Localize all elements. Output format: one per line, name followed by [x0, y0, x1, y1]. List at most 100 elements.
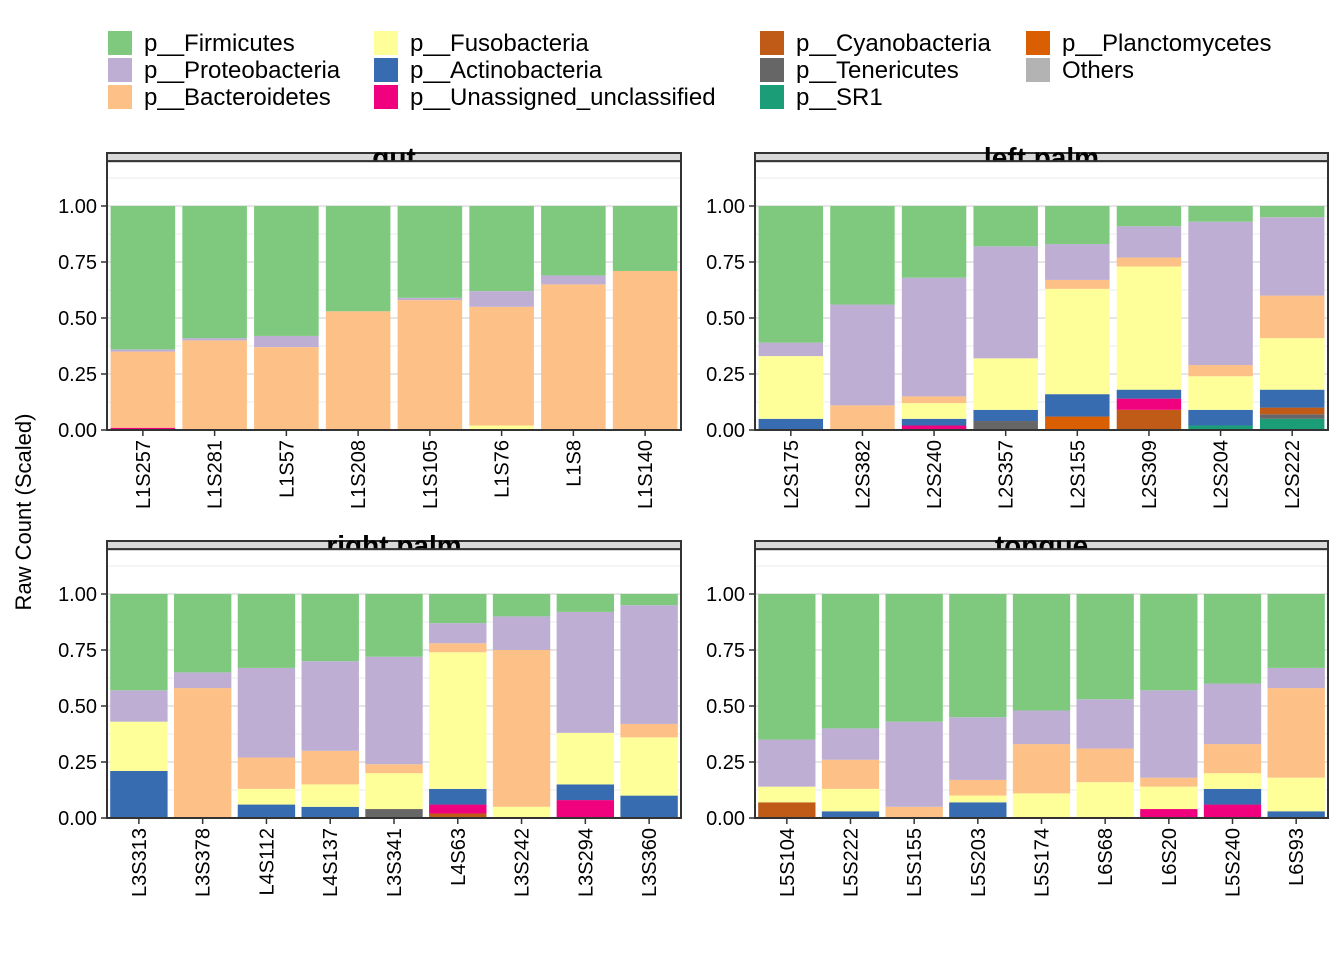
bar-segment-p-proteobacteria: [556, 611, 615, 733]
x-tick-label: L5S174: [1032, 828, 1054, 897]
bar-segment-p-firmicutes: [620, 594, 678, 606]
panel-border-right-palm: [106, 548, 682, 819]
bar-segment-p-fusobacteria: [1116, 266, 1182, 390]
bar-segment-p-fusobacteria: [758, 786, 816, 803]
bar-segment-p-fusobacteria: [492, 806, 551, 818]
x-tick-label: L3S341: [384, 828, 406, 897]
bar-segment-p-cyanobacteria: [758, 802, 816, 818]
legend-item-p-cyanobacteria: p__Cyanobacteria: [760, 30, 991, 57]
y-axis-label: Raw Count (Scaled): [11, 414, 36, 611]
bar-segment-p-bacteroidetes: [182, 340, 247, 430]
bar-segment-p-firmicutes: [821, 594, 880, 729]
legend-item-p-planctomycetes: p__Planctomycetes: [1026, 30, 1271, 57]
bar-segment-p-firmicutes: [612, 206, 678, 271]
legend-label-p-bacteroidetes: p__Bacteroidetes: [144, 84, 331, 111]
y-tick-label: 0.00: [58, 420, 97, 442]
bar-segment-p-fusobacteria: [758, 356, 824, 419]
bar-segment-p-bacteroidetes: [429, 643, 487, 653]
bar-l6s20: [1140, 594, 1198, 818]
x-tick-label: L6S68: [1095, 828, 1117, 886]
legend-swatch-p-actinobacteria: [374, 58, 398, 82]
bar-l3s360: [620, 594, 678, 818]
bar-segment-p-cyanobacteria: [1259, 407, 1325, 415]
bar-segment-p-unassigned-unclassified: [1140, 809, 1198, 818]
bar-l5s203: [949, 594, 1007, 818]
bar-segment-p-bacteroidetes: [1203, 744, 1262, 774]
bar-segment-p-tenericutes: [365, 809, 423, 818]
bar-segment-p-proteobacteria: [254, 335, 319, 348]
bar-segment-p-bacteroidetes: [620, 723, 678, 738]
y-tick-label: 1.00: [58, 584, 97, 606]
bar-segment-p-firmicutes: [885, 594, 943, 722]
bar-l1s105: [397, 206, 463, 430]
bar-segment-p-actinobacteria: [949, 802, 1007, 818]
bar-segment-p-bacteroidetes: [173, 688, 232, 818]
bar-segment-p-proteobacteria: [758, 342, 824, 357]
bar-segment-p-fusobacteria: [901, 403, 967, 419]
bar-segment-p-proteobacteria: [1140, 690, 1198, 778]
bar-segment-p-bacteroidetes: [1140, 777, 1198, 787]
bar-segment-p-cyanobacteria: [429, 813, 487, 818]
bar-segment-p-proteobacteria: [758, 739, 816, 787]
bar-segment-p-fusobacteria: [1203, 773, 1262, 789]
bar-l4s63: [429, 594, 487, 818]
x-tick-label: L4S137: [320, 828, 342, 897]
bar-segment-p-firmicutes: [1259, 206, 1325, 218]
bar-l1s208: [325, 206, 391, 430]
bar-segment-p-bacteroidetes: [301, 750, 359, 785]
bar-segment-p-firmicutes: [110, 206, 176, 350]
legend-item-p-firmicutes: p__Firmicutes: [108, 30, 295, 57]
bar-segment-p-actinobacteria: [758, 418, 824, 430]
legend-swatch-p-fusobacteria: [374, 31, 398, 55]
x-tick-label: L1S57: [276, 440, 298, 498]
bar-l5s222: [821, 594, 880, 818]
bars-right-palm: [110, 594, 678, 818]
bar-l1s8: [541, 206, 606, 430]
bar-segment-p-proteobacteria: [1045, 244, 1110, 280]
bar-l6s93: [1267, 594, 1325, 818]
legend-item-p-fusobacteria: p__Fusobacteria: [374, 30, 589, 57]
legend-label-p-firmicutes: p__Firmicutes: [144, 30, 295, 57]
bar-segment-p-proteobacteria: [901, 277, 967, 397]
bar-segment-p-actinobacteria: [556, 784, 615, 801]
y-tick-label: 0.50: [706, 308, 745, 330]
x-tick-label: L2S222: [1282, 440, 1304, 509]
legend-item-p-bacteroidetes: p__Bacteroidetes: [108, 84, 331, 111]
bar-segment-p-proteobacteria: [1076, 699, 1134, 749]
bar-segment-p-firmicutes: [173, 594, 232, 673]
bar-segment-p-firmicutes: [949, 594, 1007, 718]
legend-item-p-actinobacteria: p__Actinobacteria: [374, 57, 603, 84]
bar-l4s137: [301, 594, 359, 818]
legend-item-p-sr1: p__SR1: [760, 84, 883, 111]
bar-segment-p-firmicutes: [1267, 594, 1325, 668]
bar-segment-p-tenericutes: [1259, 414, 1325, 419]
legend-swatch-p-unassigned-unclassified: [374, 85, 398, 109]
bar-segment-p-fusobacteria: [1188, 376, 1253, 410]
bar-l5s240: [1203, 594, 1262, 818]
y-tick-label: 0.00: [58, 808, 97, 830]
bar-segment-p-bacteroidetes: [541, 284, 606, 430]
bar-segment-p-fusobacteria: [301, 784, 359, 807]
bar-segment-p-fusobacteria: [973, 358, 1038, 410]
bar-segment-p-proteobacteria: [821, 728, 880, 760]
bar-segment-p-actinobacteria: [301, 806, 359, 818]
bar-segment-p-fusobacteria: [1012, 793, 1071, 818]
legend-swatch-p-bacteroidetes: [108, 85, 132, 109]
legend-label-p-cyanobacteria: p__Cyanobacteria: [796, 30, 991, 57]
bar-segment-p-bacteroidetes: [254, 347, 319, 430]
bar-l2s309: [1116, 206, 1182, 430]
bar-segment-p-firmicutes: [237, 594, 296, 668]
bar-l5s104: [758, 594, 816, 818]
x-tick-label: L1S257: [133, 440, 155, 509]
bar-segment-p-unassigned-unclassified: [110, 427, 176, 430]
bar-segment-p-unassigned-unclassified: [429, 804, 487, 814]
bar-segment-p-proteobacteria: [973, 246, 1038, 359]
bar-segment-p-fusobacteria: [821, 788, 880, 812]
bar-segment-p-actinobacteria: [1188, 409, 1253, 426]
y-tick-label: 1.00: [706, 584, 745, 606]
bar-segment-p-bacteroidetes: [397, 300, 463, 430]
bar-segment-p-actinobacteria: [901, 418, 967, 426]
